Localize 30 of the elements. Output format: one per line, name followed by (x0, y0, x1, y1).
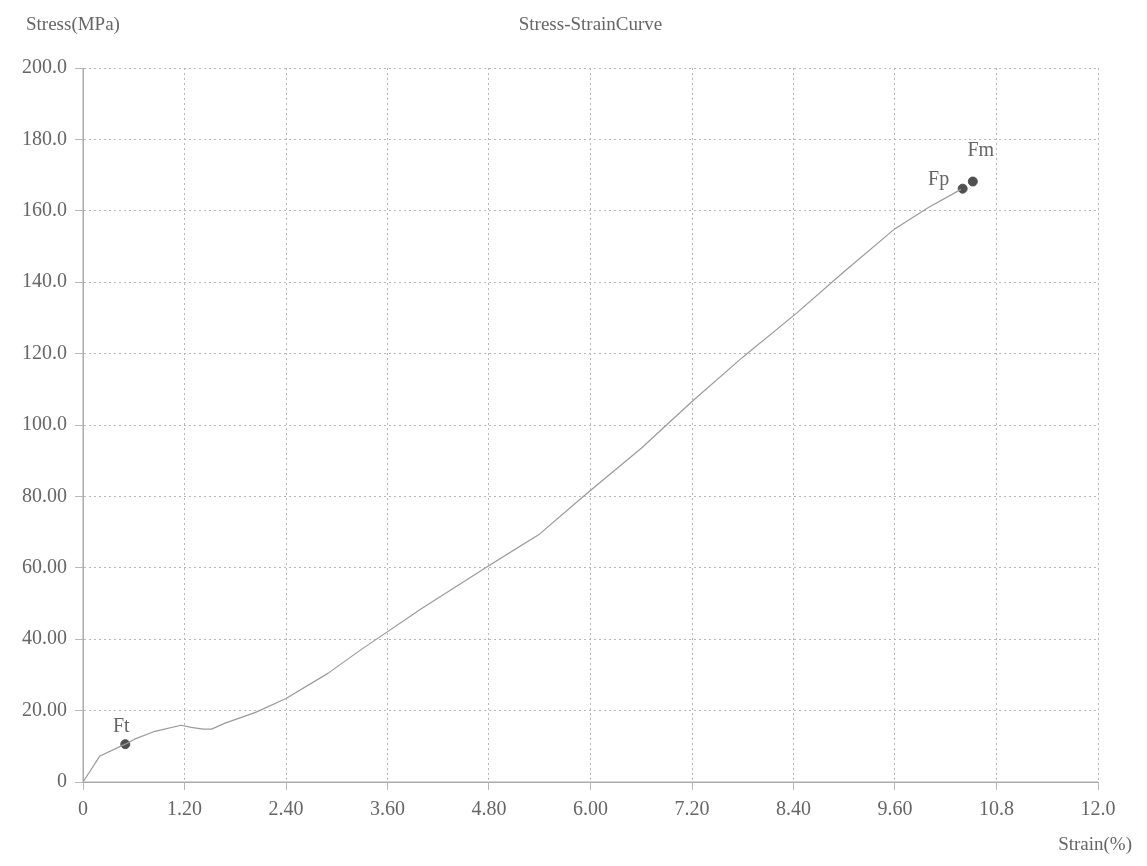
chart-title: Stress-StrainCurve (518, 13, 663, 34)
x-tick-label: 9.60 (877, 797, 913, 820)
y-tick-label: 180.0 (22, 126, 67, 149)
x-tick-label: 4.80 (471, 797, 507, 820)
x-tick-label: 8.40 (776, 797, 811, 820)
y-tick-label: 40.00 (22, 626, 67, 649)
y-axis-title: Stress(MPa) (26, 13, 120, 35)
annotation: Fm (967, 137, 995, 160)
x-tick-label: 1.20 (167, 797, 202, 820)
x-tick-label: 7.20 (674, 797, 710, 820)
y-tick-label: 20.00 (22, 697, 67, 720)
y-tick-label: 0 (57, 769, 67, 792)
x-tick-label: 0 (78, 797, 88, 820)
y-tick-label: 140.0 (22, 269, 67, 292)
x-tick-label: 12.0 (1080, 797, 1116, 820)
y-tick-label: 200.0 (22, 55, 67, 78)
x-tick-label: 3.60 (370, 797, 405, 820)
y-tick-label: 160.0 (22, 198, 67, 221)
y-tick-label: 60.00 (22, 555, 67, 578)
point (967, 176, 978, 187)
point (957, 183, 968, 194)
x-axis-title: Strain(%) (1058, 833, 1132, 855)
y-tick-label: 100.0 (22, 412, 67, 435)
x-tick-label: 10.8 (979, 797, 1014, 820)
annotation: Fp (928, 166, 950, 190)
annotation: Ft (112, 714, 131, 737)
y-tick-label: 80.00 (22, 483, 67, 506)
x-tick-label: 6.00 (573, 797, 608, 820)
x-tick-label: 2.40 (268, 797, 304, 820)
y-tick-label: 120.0 (22, 340, 67, 363)
